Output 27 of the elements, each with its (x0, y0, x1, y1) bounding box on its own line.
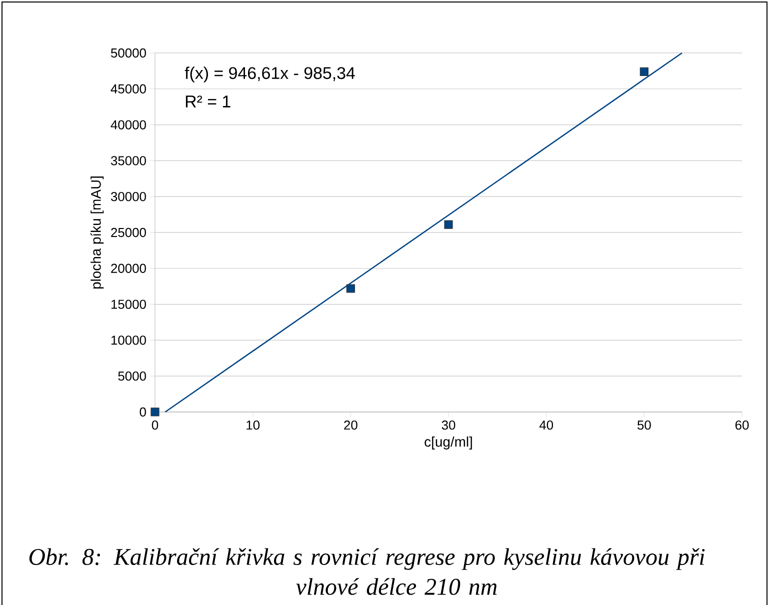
y-tick-label: 40000 (110, 120, 146, 130)
annotation: f(x) = 946,61x - 985,34 (184, 66, 355, 82)
x-tick-label: 40 (539, 420, 554, 430)
x-tick-label: 60 (735, 420, 749, 430)
x-axis-title: c[ug/ml] (424, 436, 472, 450)
y-tick-label: 30000 (110, 192, 146, 202)
y-tick-label: 25000 (111, 228, 146, 238)
x-tick-label: 0 (152, 420, 158, 430)
point (640, 67, 648, 76)
x-tick-label: 30 (442, 420, 456, 430)
y-axis-title: plocha píku [mAU] (90, 176, 104, 289)
y-tick-label: 35000 (110, 156, 146, 166)
x-tick-label: 10 (246, 420, 260, 430)
y-tick-label: 20000 (111, 264, 146, 273)
annotation: R² = 1 (186, 96, 230, 108)
point (444, 220, 453, 229)
y-tick-label: 10000 (111, 336, 146, 345)
y-tick-label: 15000 (111, 300, 146, 309)
text: Obr. 8: Kalibrační křivka s rovnicí regrese pro kyselinu kávovou při vlnové délce 210 nm (29, 548, 705, 595)
y-tick-label: 0 (140, 407, 146, 417)
y-tick-label: 50000 (110, 48, 146, 58)
point (150, 408, 160, 416)
y-tick-label: 45000 (110, 84, 146, 94)
point (346, 284, 355, 293)
y-tick-label: 5000 (118, 371, 146, 381)
x-tick-label: 20 (344, 420, 358, 430)
x-tick-label: 50 (637, 420, 651, 430)
